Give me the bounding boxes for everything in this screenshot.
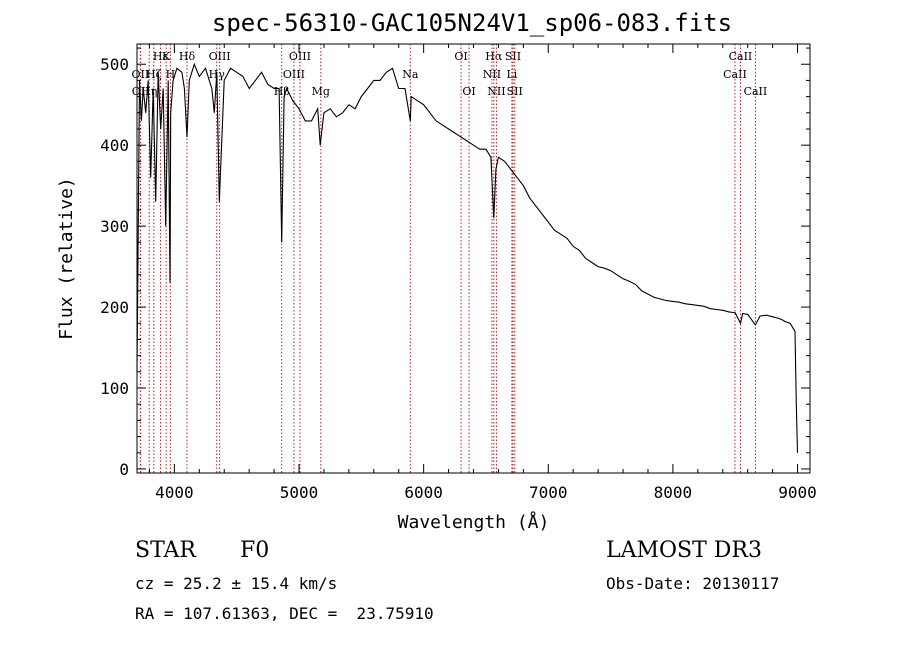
object-class: STAR [135, 538, 196, 563]
line-label-2: Hβ [274, 85, 290, 98]
line-label-5: H [166, 68, 176, 81]
y-tick-label-4: 400 [100, 136, 129, 155]
y-axis-label: Flux (relative) [56, 177, 77, 340]
spectrum-layer [136, 62, 799, 453]
line-label-11: Mg [312, 85, 330, 98]
axis-ticks: 4000 5000 6000 7000 8000 9000 0 100 200 300 400 500 [100, 44, 817, 502]
line-label-13: OI [454, 50, 467, 63]
line-label-4: K [162, 50, 171, 63]
line-label-15: NII [483, 68, 501, 81]
redshift-cz: cz = 25.2 ± 15.4 km/s [135, 574, 338, 593]
chart-title: spec-56310-GAC105N24V1_sp06-083.fits [212, 9, 732, 37]
line-label-23: Hε [153, 50, 169, 63]
ra-dec-coordinates: RA = 107.61363, DEC = 23.75910 [135, 604, 434, 623]
y-tick-label-0: 0 [119, 460, 129, 479]
line-label-16: NII [487, 85, 505, 98]
line-label-7: OII [132, 85, 150, 98]
plot-frame [136, 43, 811, 474]
line-label-18: Li [506, 68, 517, 81]
line-label-17: SII [505, 50, 521, 63]
line-label-6: OII [132, 68, 150, 81]
line-label-9: OIII [283, 68, 305, 81]
line-label-19: SII [507, 85, 523, 98]
line-label-24: Hζ [146, 68, 162, 81]
line-label-22: CaII [744, 85, 768, 98]
x-tick-label-3: 7000 [529, 483, 568, 502]
line-label-3: Hα [485, 50, 503, 63]
line-label-0: Hδ [179, 50, 196, 63]
survey-name: LAMOST DR3 [606, 538, 762, 563]
x-tick-label-2: 6000 [404, 483, 443, 502]
spectrum-line [136, 62, 799, 453]
x-axis-label: Wavelength (Å) [398, 511, 550, 533]
spectral-line-markers: HδHγHβHαKHOIIOIIOIIIOIIIOIIIMgNaOIOINIIN… [132, 44, 768, 473]
y-tick-label-3: 300 [100, 217, 129, 236]
line-label-14: OI [462, 85, 475, 98]
line-label-12: Na [402, 68, 419, 81]
line-label-20: CaII [723, 68, 747, 81]
observation-date: Obs-Date: 20130117 [606, 574, 780, 593]
line-label-8: OIII [209, 50, 231, 63]
line-label-21: CaII [729, 50, 753, 63]
x-tick-label-1: 5000 [280, 483, 319, 502]
y-tick-label-1: 100 [100, 379, 129, 398]
line-label-10: OIII [289, 50, 311, 63]
y-tick-label-2: 200 [100, 298, 129, 317]
x-tick-label-0: 4000 [155, 483, 194, 502]
x-tick-label-5: 9000 [778, 483, 817, 502]
y-tick-label-5: 500 [100, 55, 129, 74]
x-tick-label-4: 8000 [654, 483, 693, 502]
object-subclass: F0 [240, 538, 270, 563]
